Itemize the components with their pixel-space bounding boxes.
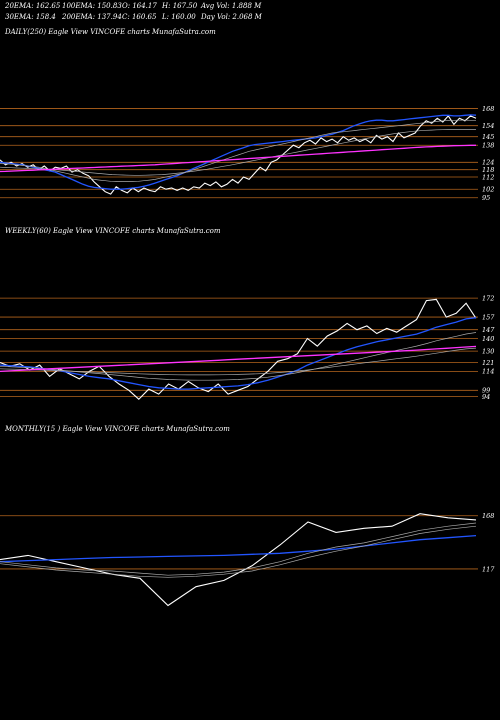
weekly-series-ema_other-2 bbox=[0, 332, 477, 381]
header-day-vol: Day Vol: 2.068 M bbox=[201, 13, 262, 21]
weekly-tick-label-3: 140 bbox=[482, 335, 494, 343]
monthly-series-ema_fast-1 bbox=[0, 534, 477, 563]
daily-series-ema_slow-4 bbox=[0, 144, 476, 173]
weekly-tick-label-2: 147 bbox=[482, 326, 495, 334]
header-open: O: 164.17 bbox=[122, 2, 157, 10]
daily-tick-label-5: 118 bbox=[482, 166, 494, 174]
daily-tick-label-0: 168 bbox=[482, 105, 494, 113]
daily-tick-label-6: 112 bbox=[482, 173, 494, 181]
weekly-tick-label-1: 157 bbox=[482, 313, 495, 321]
monthly-tick-label-0: 168 bbox=[482, 512, 494, 520]
monthly-chart: 168 117 bbox=[0, 512, 495, 607]
monthly-panel-label: MONTHLY(15 ) Eagle View VINCOFE charts M… bbox=[5, 425, 230, 433]
header-100ema: 100EMA: 150.83 bbox=[62, 2, 122, 10]
daily-series-price-0 bbox=[0, 115, 477, 195]
header-close: C: 160.65 bbox=[122, 13, 157, 21]
monthly-series-ema_other-3 bbox=[0, 525, 477, 578]
weekly-tick-label-5: 121 bbox=[482, 359, 494, 367]
header-20ema: 20EMA: 162.65 bbox=[5, 2, 61, 10]
header-30ema: 30EMA: 158.4 bbox=[5, 13, 56, 21]
daily-series-ema_other-2 bbox=[0, 119, 476, 182]
daily-tick-label-4: 124 bbox=[482, 159, 494, 167]
daily-tick-label-7: 102 bbox=[482, 186, 494, 194]
weekly-series-price-0 bbox=[0, 298, 477, 400]
header-low: L: 160.00 bbox=[162, 13, 196, 21]
header-high: H: 167.50 bbox=[162, 2, 198, 10]
weekly-tick-label-0: 172 bbox=[482, 294, 494, 302]
monthly-series-ema_other-2 bbox=[0, 522, 477, 576]
weekly-tick-label-7: 99 bbox=[482, 387, 490, 395]
daily-panel-label: DAILY(250) Eagle View VINCOFE charts Mun… bbox=[5, 28, 216, 36]
weekly-series-ema_fast-1 bbox=[0, 317, 477, 390]
weekly-tick-label-8: 94 bbox=[482, 393, 490, 401]
daily-series-ema_other-3 bbox=[0, 129, 476, 176]
weekly-tick-label-6: 114 bbox=[482, 368, 494, 376]
weekly-panel-label: WEEKLY(60) Eagle View VINCOFE charts Mun… bbox=[5, 227, 221, 235]
daily-tick-label-2: 145 bbox=[482, 133, 494, 141]
monthly-series-price-0 bbox=[0, 513, 477, 607]
daily-tick-label-3: 138 bbox=[482, 142, 494, 150]
daily-tick-label-8: 95 bbox=[482, 194, 490, 202]
header-200ema: 200EMA: 137.94 bbox=[62, 13, 122, 21]
header-avg-vol: Avg Vol: 1.888 M bbox=[201, 2, 262, 10]
daily-series-ema_fast-1 bbox=[0, 114, 477, 190]
monthly-tick-label-1: 117 bbox=[482, 565, 495, 573]
weekly-tick-label-4: 130 bbox=[482, 347, 494, 355]
weekly-series-ema_other-3 bbox=[0, 347, 477, 376]
daily-tick-label-1: 154 bbox=[482, 122, 494, 130]
weekly-series-ema_slow-4 bbox=[0, 345, 477, 373]
